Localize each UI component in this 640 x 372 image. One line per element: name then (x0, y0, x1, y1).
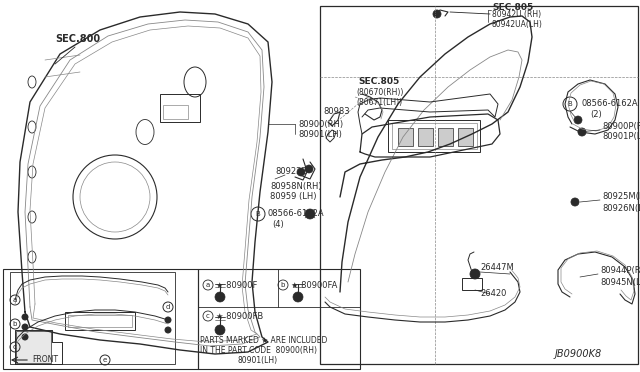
Bar (418, 128, 433, 146)
Bar (198, 269, 360, 369)
Text: e: e (103, 357, 107, 363)
Text: c: c (206, 313, 210, 319)
Bar (462, 278, 482, 290)
Circle shape (571, 198, 579, 206)
Bar (458, 128, 473, 146)
Bar (320, 6, 638, 364)
Bar (160, 94, 200, 122)
Text: SEC.800: SEC.800 (55, 34, 100, 44)
Circle shape (165, 327, 171, 333)
Text: 80925M(RH): 80925M(RH) (602, 192, 640, 202)
Text: ★ 80900FA: ★ 80900FA (291, 280, 337, 289)
Circle shape (578, 128, 586, 136)
Bar (65, 312, 135, 330)
Circle shape (293, 292, 303, 302)
Text: b: b (281, 282, 285, 288)
Text: 80942U (RH): 80942U (RH) (492, 10, 541, 19)
Text: b: b (13, 321, 17, 327)
Bar (68, 315, 132, 327)
Text: (2): (2) (590, 109, 602, 119)
Circle shape (215, 325, 225, 335)
Bar (392, 123, 477, 149)
Text: d: d (166, 304, 170, 310)
Text: 80901(LH): 80901(LH) (238, 356, 278, 365)
Text: 80900P(RH): 80900P(RH) (602, 122, 640, 131)
Text: 08566-6162A: 08566-6162A (582, 99, 639, 109)
Bar (438, 128, 453, 146)
Bar (3, 269, 198, 369)
Circle shape (305, 165, 313, 173)
Text: ★ 80900F: ★ 80900F (216, 280, 257, 289)
Text: B: B (568, 101, 572, 107)
Bar (163, 105, 188, 119)
Text: 80958N(RH): 80958N(RH) (270, 183, 322, 192)
Text: a: a (206, 282, 210, 288)
Text: SEC.805: SEC.805 (492, 3, 533, 12)
Circle shape (215, 292, 225, 302)
Circle shape (574, 116, 582, 124)
Text: (80671(LH)): (80671(LH)) (356, 97, 402, 106)
Circle shape (433, 10, 441, 18)
Text: 80922E: 80922E (275, 167, 307, 176)
Text: c: c (13, 344, 17, 350)
Text: 80926N(LH): 80926N(LH) (602, 205, 640, 214)
Circle shape (305, 209, 315, 219)
Circle shape (470, 269, 480, 279)
Text: 80944P(RH): 80944P(RH) (600, 266, 640, 275)
Text: 80942UA(LH): 80942UA(LH) (492, 19, 543, 29)
Text: 80983: 80983 (323, 108, 349, 116)
Bar (10, 272, 175, 364)
Bar (388, 120, 480, 152)
Text: 80945N(LH): 80945N(LH) (600, 278, 640, 286)
Text: ★ 80900FB: ★ 80900FB (216, 311, 263, 321)
Text: PARTS MARKED ★ ARE INCLUDED: PARTS MARKED ★ ARE INCLUDED (200, 336, 328, 344)
Text: JB0900K8: JB0900K8 (555, 349, 602, 359)
Text: 80901(LH): 80901(LH) (298, 129, 342, 138)
Circle shape (22, 324, 28, 330)
Circle shape (165, 317, 171, 323)
Text: B: B (255, 211, 260, 217)
Text: 08566-6162A: 08566-6162A (268, 209, 324, 218)
Circle shape (22, 314, 28, 320)
Text: a: a (13, 297, 17, 303)
Circle shape (22, 334, 28, 340)
Text: 80900(RH): 80900(RH) (298, 119, 343, 128)
Text: SEC.805: SEC.805 (358, 77, 399, 87)
Text: 26420: 26420 (480, 289, 506, 298)
Bar (16, 331, 51, 363)
Text: (4): (4) (272, 219, 284, 228)
Text: IN THE PART CODE  80900(RH): IN THE PART CODE 80900(RH) (200, 346, 317, 355)
Text: 26447M: 26447M (480, 263, 514, 273)
Text: 80901P(LH): 80901P(LH) (602, 132, 640, 141)
Text: (80670(RH)): (80670(RH)) (356, 87, 403, 96)
Text: 80959 (LH): 80959 (LH) (270, 192, 317, 202)
Bar (398, 128, 413, 146)
Text: FRONT: FRONT (32, 356, 58, 365)
Circle shape (297, 168, 305, 176)
